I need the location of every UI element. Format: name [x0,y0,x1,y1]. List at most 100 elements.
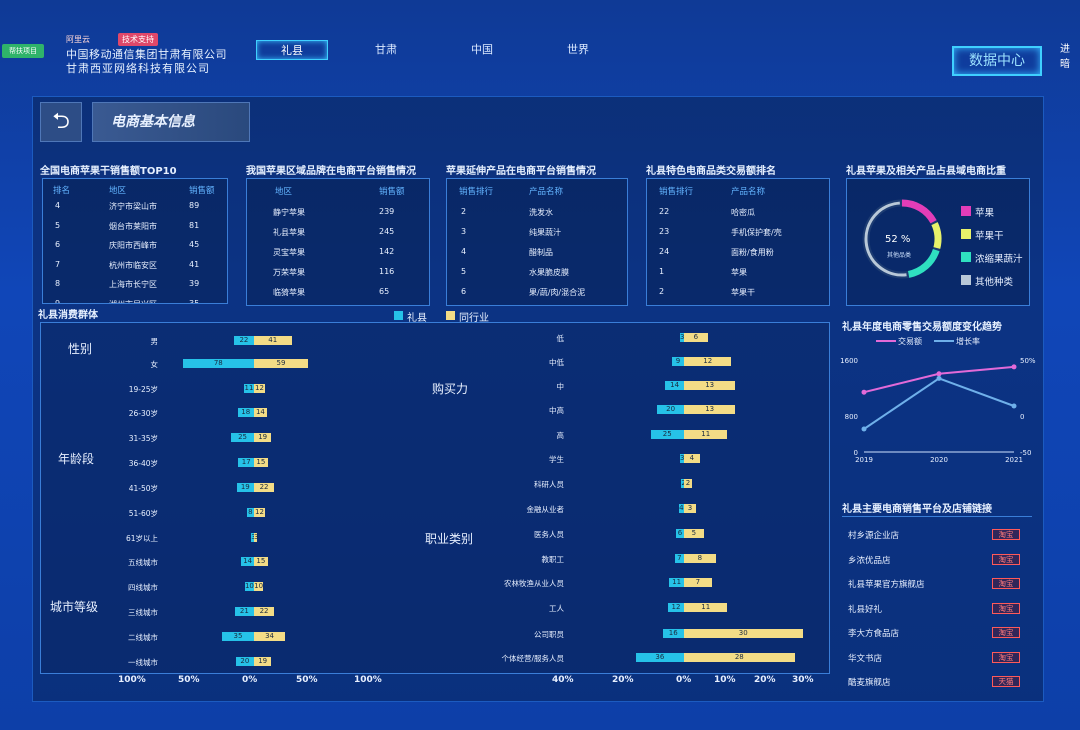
store-name[interactable]: 李大方食品店 [848,629,900,639]
bar-lixian: 19 [236,483,254,492]
bar-industry: 15 [254,458,268,467]
tech-support-badge: 技术支持 [118,33,158,46]
x-tick: 2021 [1005,456,1023,464]
tab-lixian[interactable]: 礼县 [256,40,328,60]
table-cell-sales: 89 [189,201,200,210]
table-cell-product: 哈密瓜 [731,208,755,217]
table-cell-brand: 临猗苹果 [273,288,305,297]
legend-swatch [961,275,971,285]
axis-tick: 100% [118,675,146,685]
project-badge: 帮扶项目 [2,44,44,58]
bar-lixian: 25 [231,433,254,442]
x-tick: 2019 [855,456,873,464]
bar-lixian: 14 [241,557,254,566]
table-cell-sales: 45 [189,240,200,249]
table-cell-product: 果/蔬/肉/混合泥 [529,288,586,297]
row-label: 农林牧渔从业人员 [504,579,564,588]
bar-lixian: 16 [662,629,684,638]
tab-world[interactable]: 世界 [567,43,589,56]
col-header: 销售排行 [459,187,494,197]
table-cell-product: 洗发水 [529,208,553,217]
store-platform-tag[interactable]: 淘宝 [992,553,1020,565]
bar-lixian: 20 [657,405,684,414]
row-label: 公司职员 [534,630,564,639]
store-name[interactable]: 乡浓优品店 [848,555,891,566]
row-label: 中 [556,382,565,391]
bar-industry: 6 [684,333,708,342]
axis-tick: 0% [242,675,258,685]
bar-industry: 34 [254,632,286,641]
trend-legend-line-growth [934,340,954,342]
row-label: 男 [150,337,159,346]
special-title: 礼县特色电商品类交易额排名 [646,166,776,177]
row-label: 61岁以上 [125,534,158,543]
axis-tick: 20% [754,675,776,685]
bar-lixian: 18 [237,408,254,417]
table-cell-rank: 5 [461,267,467,276]
trend-legend-amount: 交易额 [898,337,922,346]
row-label: 女 [150,360,159,369]
brand-title: 我国苹果区域品牌在电商平台销售情况 [246,166,416,177]
store-platform-tag[interactable]: 淘宝 [992,651,1020,663]
header: 帮扶项目 阿里云 技术支持 中国移动通信集团甘肃有限公司 甘肃西亚网络科技有限公… [0,0,1080,92]
store-name[interactable]: 礼县好礼 [848,604,883,615]
table-cell-brand: 礼县苹果 [273,228,305,237]
table-cell-rank: 9 [55,298,61,304]
right-tick: -50 [1020,449,1031,457]
store-name[interactable]: 礼县苹果官方旗舰店 [848,580,925,590]
row-label: 四线城市 [128,583,158,592]
store-name[interactable]: 华文书店 [848,653,883,664]
legend-label-lixian: 礼县 [407,313,427,324]
bar-lixian: 3 [679,454,685,463]
table-cell-region: 湖州市吴兴区 [109,299,157,304]
legend-swatch [961,206,971,216]
axis-tick: 0% [676,675,692,685]
table-cell-rank: 6 [461,287,467,296]
row-label: 科研人员 [534,480,564,489]
bar-industry: 12 [254,384,265,393]
row-label: 19-25岁 [128,385,158,394]
bar-lixian: 7 [674,554,684,563]
row-label: 三线城市 [128,608,158,617]
series-point [861,426,867,432]
bar-lixian: 8 [246,508,254,517]
company-name-1: 中国移动通信集团甘肃有限公司 [66,48,227,61]
table-cell-product: 纯果蔬汁 [529,228,561,237]
data-center-button[interactable]: 数据中心 [952,46,1042,76]
left-tick: 1600 [840,357,858,365]
row-label: 一线城市 [128,658,158,667]
bar-industry: 5 [684,529,704,538]
bar-industry: 11 [684,430,728,439]
series-point [861,389,867,395]
col-header: 地区 [275,187,293,197]
axis-tick: 30% [792,675,814,685]
bar-lixian: 2 [681,479,686,488]
store-platform-tag[interactable]: 淘宝 [992,529,1020,540]
col-header: 销售排行 [659,187,694,197]
bar-industry: 2 [684,479,692,488]
store-name[interactable]: 村乡源企业店 [848,531,900,541]
tab-gansu[interactable]: 甘肃 [375,43,397,56]
series-point [1011,403,1017,409]
store-platform-tag[interactable]: 淘宝 [992,627,1020,638]
store-name[interactable]: 酷麦旗舰店 [848,678,891,688]
table-cell-sales: 81 [189,220,200,230]
table-cell-brand: 灵宝苹果 [273,248,305,257]
axis-tick: 40% [552,675,574,685]
bar-industry: 41 [254,336,292,345]
special-table: 销售排行 产品名称 22 哈密瓜 23 手机保护套/壳 24 面粉/食用粉 1 苹果 2 苹果干 [646,178,830,306]
row-label: 学生 [549,455,564,464]
bar-lixian: 22 [233,336,254,345]
back-button[interactable]: ⮌ [40,102,82,142]
tab-china[interactable]: 中国 [471,43,493,56]
group-city: 城市等级 [50,600,99,614]
store-platform-tag[interactable]: 淘宝 [992,602,1020,614]
donut-center-value: 52 % [885,234,911,245]
bar-lixian: 14 [665,381,684,390]
store-platform-tag[interactable]: 天猫 [992,676,1020,687]
legend-swatch [961,229,971,239]
trend-title: 礼县年度电商零售交易额度变化趋势 [842,322,1002,333]
bar-industry: 11 [684,603,728,612]
store-platform-tag[interactable]: 淘宝 [992,578,1020,589]
col-header: 销售额 [379,187,405,197]
